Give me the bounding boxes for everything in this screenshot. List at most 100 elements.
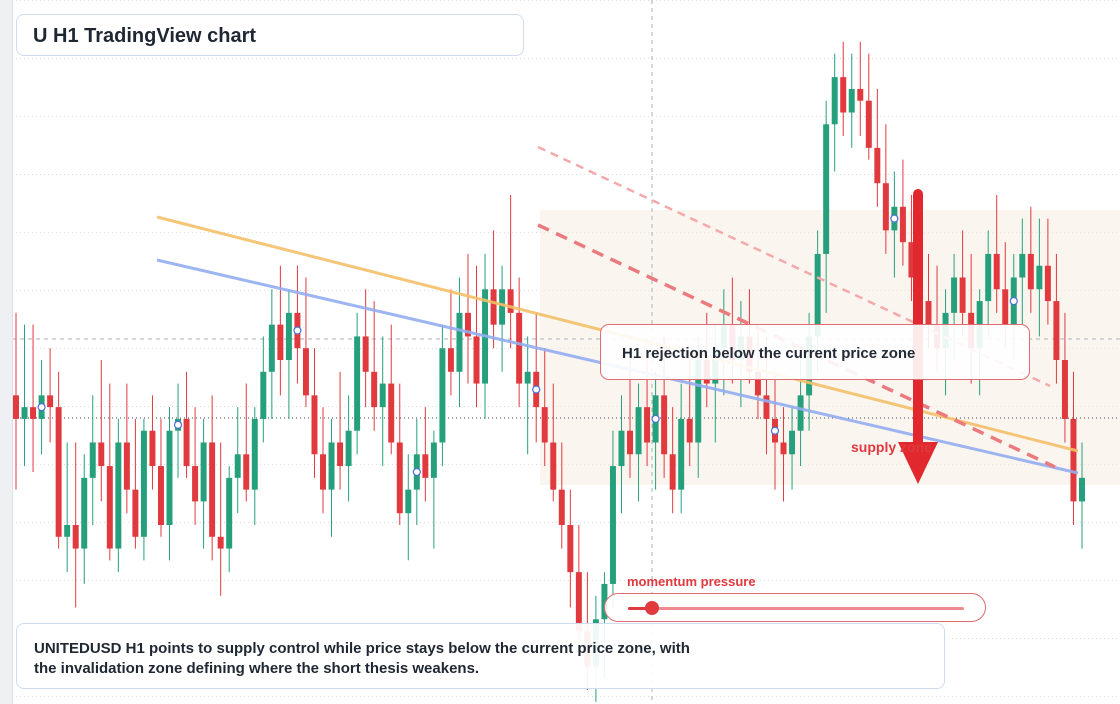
candle-body (200, 442, 207, 502)
pivot-marker (651, 414, 660, 424)
candle-body (499, 289, 506, 325)
candle-body (115, 442, 122, 549)
candle-body (234, 454, 241, 478)
candle-body (627, 430, 634, 455)
rejection-callout: H1 rejection below the current price zon… (600, 324, 1030, 380)
candle-body (209, 442, 216, 537)
candle-body (217, 536, 224, 549)
candle-body (13, 395, 19, 419)
candle-body (831, 77, 838, 125)
candle-body (1019, 253, 1026, 278)
candle-body (464, 312, 471, 337)
candle-body (140, 430, 147, 537)
candle-body (89, 442, 96, 478)
candle-body (1002, 289, 1009, 325)
candle-body (1079, 477, 1085, 502)
pivot-marker (293, 326, 302, 335)
candle-body (396, 442, 403, 514)
candle-body (302, 348, 309, 396)
candle-body (686, 418, 693, 443)
candle-body (814, 253, 821, 337)
candle-body (661, 395, 668, 455)
candle-body (1061, 360, 1068, 419)
candle-body (21, 407, 28, 419)
candle-body (72, 525, 79, 549)
candle-body (857, 88, 864, 101)
candle-body (55, 407, 62, 537)
candle-body (865, 100, 872, 148)
candle-body (985, 253, 992, 302)
candle-body (780, 442, 787, 455)
supply-zone-label: supply zone (851, 439, 932, 455)
candle-body (251, 418, 258, 490)
trendline-upper (537, 145, 1051, 388)
candle-body (388, 383, 395, 443)
pivot-marker (770, 426, 780, 435)
candle-body (507, 289, 514, 313)
candle-body (98, 442, 105, 467)
candle-body (618, 430, 625, 467)
candle-body (157, 466, 164, 525)
momentum-fill (628, 607, 652, 610)
candle-body (311, 395, 318, 455)
markers (37, 214, 1018, 477)
candle-body (848, 88, 855, 113)
pivot-marker (1009, 296, 1018, 306)
candle-body (925, 301, 932, 325)
momentum-thumb[interactable] (644, 601, 659, 615)
candle-body (149, 430, 156, 467)
candle-body (405, 489, 412, 514)
candle-body (797, 395, 804, 431)
candle-body (362, 336, 369, 372)
callout-text: H1 rejection below the current price zon… (622, 345, 916, 362)
candle-body (47, 395, 54, 408)
candle-body (226, 477, 233, 549)
candle-body (447, 348, 454, 372)
candle-body (277, 324, 284, 360)
candle-body (644, 407, 651, 443)
pivot-marker (173, 420, 183, 429)
candle-body (64, 525, 71, 537)
candle-body (1044, 265, 1051, 302)
candle-body (430, 442, 437, 478)
candle-body (754, 371, 761, 396)
candle-body (899, 206, 906, 243)
candle-body (823, 124, 830, 254)
candle-body (473, 336, 480, 384)
candle-body (882, 183, 889, 231)
chart-title: U H1 TradingView chart (33, 25, 257, 47)
momentum-track (628, 607, 964, 610)
candle-body (993, 253, 1000, 290)
description-text: UNITEDUSD H1 points to supply control wh… (34, 640, 690, 677)
candle-body (183, 418, 190, 467)
candle-body (951, 277, 958, 313)
pivot-marker (532, 385, 541, 394)
left-scale-strip (0, 0, 13, 704)
momentum-slider[interactable] (604, 593, 986, 622)
candle-body (260, 371, 267, 419)
pivot-marker (37, 403, 46, 412)
candle-body (439, 348, 446, 443)
candle-body (524, 371, 531, 384)
candle-body (908, 242, 915, 278)
candle-body (422, 454, 429, 478)
candle-body (345, 430, 352, 467)
candle-body (328, 442, 335, 490)
candle-body (166, 430, 173, 525)
candle-body (354, 336, 361, 431)
candle-body (695, 360, 702, 443)
candle-body (1070, 418, 1077, 502)
candle-body (379, 383, 386, 408)
candle-body (1036, 265, 1043, 290)
candle-body (1053, 301, 1060, 360)
down-arrow-icon (898, 442, 938, 484)
candle-body (30, 407, 37, 419)
candle-body (337, 442, 344, 467)
candle-body (285, 312, 292, 360)
candle-body (959, 277, 966, 313)
candle-body (550, 442, 557, 490)
candle-body (490, 289, 497, 325)
candle-body (763, 395, 770, 419)
description-panel: UNITEDUSD H1 points to supply control wh… (16, 623, 945, 689)
momentum-label: momentum pressure (627, 574, 756, 589)
